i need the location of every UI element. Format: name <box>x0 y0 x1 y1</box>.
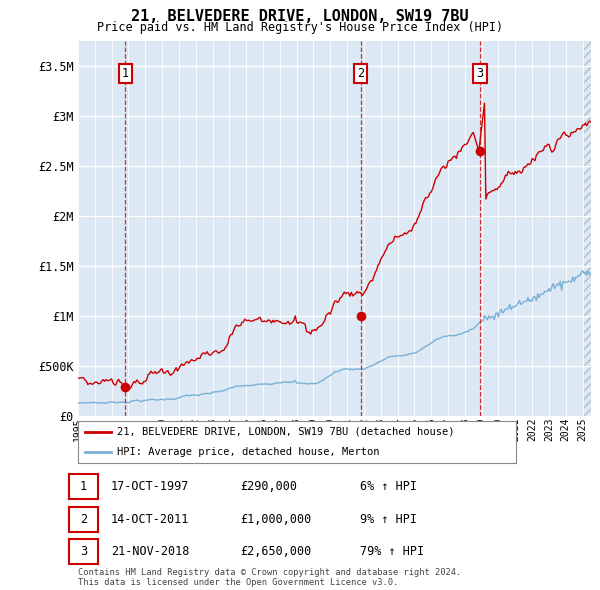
Text: 2: 2 <box>80 513 87 526</box>
Text: 14-OCT-2011: 14-OCT-2011 <box>111 513 190 526</box>
Text: 21, BELVEDERE DRIVE, LONDON, SW19 7BU: 21, BELVEDERE DRIVE, LONDON, SW19 7BU <box>131 9 469 24</box>
Text: 21, BELVEDERE DRIVE, LONDON, SW19 7BU (detached house): 21, BELVEDERE DRIVE, LONDON, SW19 7BU (d… <box>118 427 455 437</box>
Text: 2: 2 <box>357 67 364 80</box>
Text: 79% ↑ HPI: 79% ↑ HPI <box>360 545 424 558</box>
Text: 6% ↑ HPI: 6% ↑ HPI <box>360 480 417 493</box>
Text: 21-NOV-2018: 21-NOV-2018 <box>111 545 190 558</box>
Text: 17-OCT-1997: 17-OCT-1997 <box>111 480 190 493</box>
Text: 9% ↑ HPI: 9% ↑ HPI <box>360 513 417 526</box>
Text: Price paid vs. HM Land Registry's House Price Index (HPI): Price paid vs. HM Land Registry's House … <box>97 21 503 34</box>
Text: £1,000,000: £1,000,000 <box>240 513 311 526</box>
Text: 3: 3 <box>476 67 484 80</box>
Text: 1: 1 <box>122 67 128 80</box>
Bar <box>583 41 591 416</box>
Text: £290,000: £290,000 <box>240 480 297 493</box>
Text: 3: 3 <box>80 545 87 558</box>
Text: 1: 1 <box>80 480 87 493</box>
Text: Contains HM Land Registry data © Crown copyright and database right 2024.
This d: Contains HM Land Registry data © Crown c… <box>78 568 461 587</box>
Text: £2,650,000: £2,650,000 <box>240 545 311 558</box>
Text: HPI: Average price, detached house, Merton: HPI: Average price, detached house, Mert… <box>118 447 380 457</box>
